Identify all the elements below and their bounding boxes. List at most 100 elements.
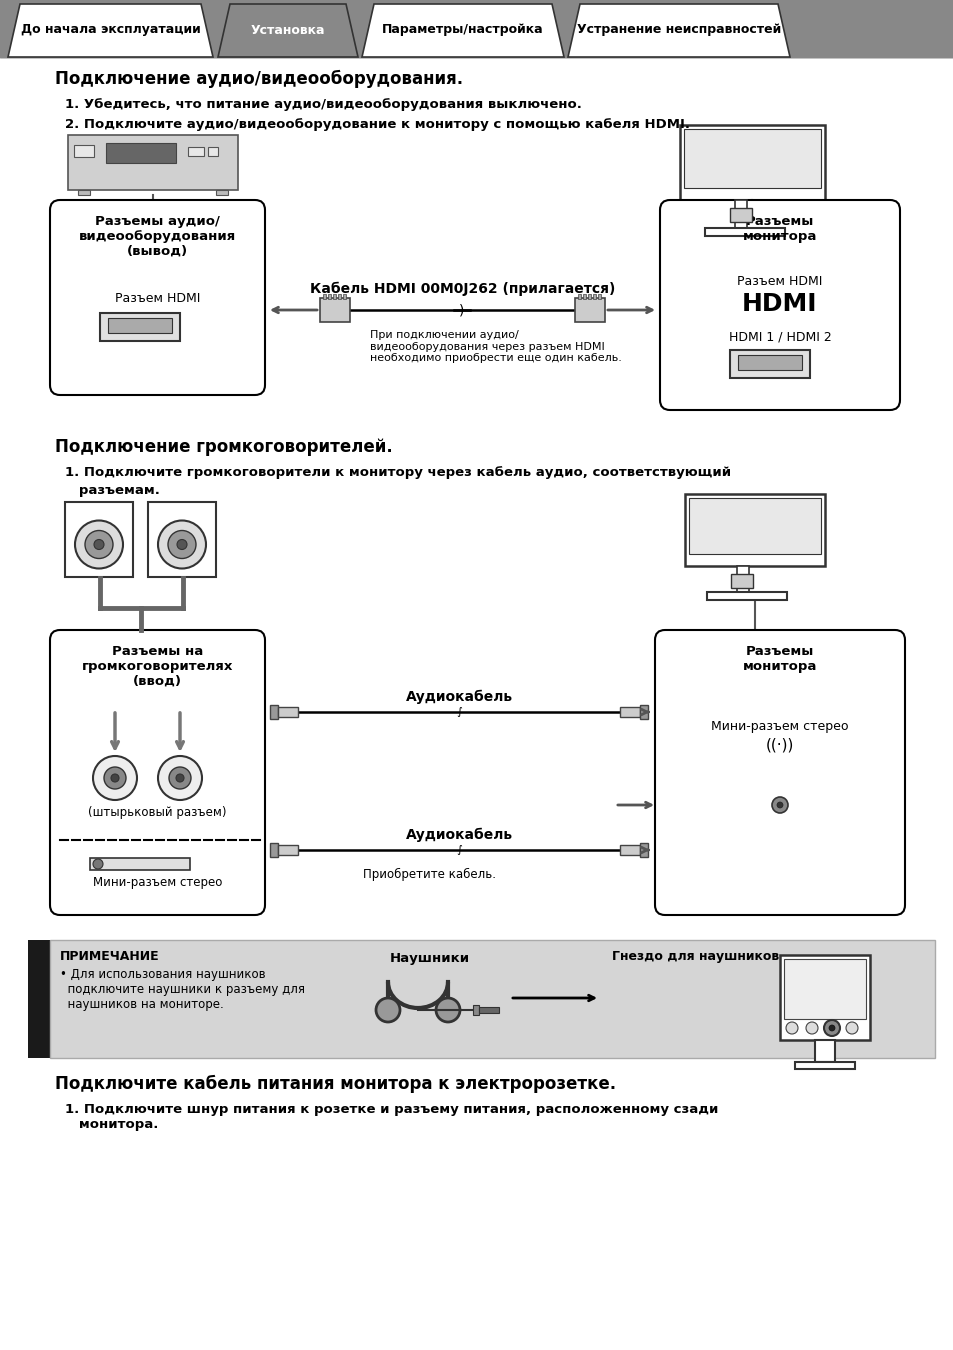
- Circle shape: [805, 1022, 817, 1034]
- Text: ): ): [458, 302, 464, 317]
- Bar: [68, 135, 237, 190]
- Bar: [337, 294, 340, 298]
- Text: Подключите кабель питания монитора к электророзетке.: Подключите кабель питания монитора к эле…: [55, 1075, 616, 1094]
- Circle shape: [85, 531, 112, 559]
- Text: ((·)): ((·)): [765, 738, 793, 753]
- Text: Разъемы
монитора: Разъемы монитора: [742, 645, 817, 674]
- Bar: [704, 228, 784, 236]
- Bar: [277, 845, 297, 855]
- Text: Кабель HDMI 00M0J262 (прилагается): Кабель HDMI 00M0J262 (прилагается): [310, 282, 615, 296]
- Bar: [319, 298, 350, 323]
- Text: Подключение громкоговорителей.: Подключение громкоговорителей.: [55, 437, 393, 456]
- Text: Параметры/настройка: Параметры/настройка: [382, 23, 543, 36]
- Circle shape: [158, 756, 202, 801]
- Circle shape: [436, 998, 459, 1022]
- Circle shape: [771, 796, 787, 813]
- Bar: [684, 494, 824, 566]
- Bar: [0, 0, 953, 58]
- Text: Аудиокабель: Аудиокабель: [406, 828, 513, 842]
- Bar: [328, 294, 331, 298]
- Bar: [729, 350, 809, 378]
- Text: ∫: ∫: [456, 707, 461, 717]
- Text: • Для использования наушников
  подключите наушники к разъему для
  наушников на: • Для использования наушников подключите…: [60, 968, 305, 1011]
- Circle shape: [104, 767, 126, 788]
- Bar: [582, 294, 585, 298]
- Circle shape: [92, 859, 103, 869]
- Bar: [729, 208, 751, 221]
- Text: При подключении аудио/
видеооборудования через разъем HDMI
необходимо приобрести: При подключении аудио/ видеооборудования…: [370, 329, 621, 363]
- Bar: [90, 859, 190, 869]
- Text: Разъем HDMI: Разъем HDMI: [737, 275, 821, 288]
- FancyBboxPatch shape: [50, 200, 265, 396]
- Circle shape: [776, 802, 782, 809]
- Bar: [619, 845, 639, 855]
- Bar: [814, 1040, 834, 1062]
- Bar: [188, 147, 204, 157]
- Bar: [783, 958, 865, 1019]
- Text: HDMI 1 / HDMI 2: HDMI 1 / HDMI 2: [728, 329, 830, 343]
- Text: Мини-разъем стерео: Мини-разъем стерео: [92, 876, 222, 890]
- Bar: [323, 294, 326, 298]
- Text: Мини-разъем стерео: Мини-разъем стерео: [711, 720, 848, 733]
- Bar: [100, 313, 180, 342]
- Bar: [794, 1062, 854, 1069]
- Text: Наушники: Наушники: [390, 952, 470, 965]
- FancyBboxPatch shape: [50, 630, 265, 915]
- Polygon shape: [218, 4, 357, 57]
- Text: Разъемы на
громкоговорителях
(ввод): Разъемы на громкоговорителях (ввод): [82, 645, 233, 688]
- Polygon shape: [361, 4, 563, 57]
- Bar: [343, 294, 346, 298]
- Polygon shape: [567, 4, 789, 57]
- Text: Установка: Установка: [251, 23, 325, 36]
- Bar: [737, 566, 748, 593]
- Bar: [679, 126, 824, 200]
- Circle shape: [92, 756, 137, 801]
- Bar: [639, 842, 647, 857]
- Circle shape: [823, 1021, 840, 1035]
- Text: 2. Подключите аудио/видеооборудование к монитору с помощью кабеля HDMI.: 2. Подключите аудио/видеооборудование к …: [65, 117, 689, 131]
- Text: Разъемы аудио/
видеооборудования
(вывод): Разъемы аудио/ видеооборудования (вывод): [79, 215, 236, 258]
- Bar: [108, 319, 172, 333]
- Bar: [734, 200, 746, 228]
- Text: 1. Подключите шнур питания к розетке и разъему питания, расположенному сзади
   : 1. Подключите шнур питания к розетке и р…: [65, 1103, 718, 1131]
- Bar: [730, 574, 752, 589]
- Bar: [270, 842, 277, 857]
- Bar: [333, 294, 335, 298]
- Text: Разъемы
монитора: Разъемы монитора: [742, 215, 817, 243]
- Circle shape: [175, 774, 184, 782]
- Text: 1. Убедитесь, что питание аудио/видеооборудования выключено.: 1. Убедитесь, что питание аудио/видеообо…: [65, 99, 581, 111]
- Text: 1. Подключите громкоговорители к монитору через кабель аудио, соответствующий: 1. Подключите громкоговорители к монитор…: [65, 466, 730, 479]
- Circle shape: [111, 774, 119, 782]
- Bar: [28, 940, 52, 1058]
- Bar: [688, 498, 821, 554]
- Text: Гнездо для наушников: Гнездо для наушников: [612, 950, 779, 963]
- Bar: [478, 1007, 498, 1012]
- Bar: [780, 954, 869, 1040]
- Bar: [575, 298, 604, 323]
- Text: ∫: ∫: [456, 845, 461, 855]
- Bar: [148, 502, 215, 576]
- Bar: [106, 143, 175, 163]
- Circle shape: [94, 540, 104, 549]
- FancyBboxPatch shape: [659, 200, 899, 410]
- Circle shape: [825, 1022, 837, 1034]
- Bar: [593, 294, 596, 298]
- Bar: [706, 593, 786, 599]
- Bar: [65, 502, 132, 576]
- Text: (штырьковый разъем): (штырьковый разъем): [89, 806, 227, 819]
- Circle shape: [828, 1025, 834, 1031]
- Bar: [587, 294, 590, 298]
- Circle shape: [375, 998, 399, 1022]
- Bar: [683, 130, 821, 188]
- Bar: [738, 355, 801, 370]
- Bar: [639, 705, 647, 720]
- Text: разъемам.: разъемам.: [65, 485, 160, 497]
- Bar: [208, 147, 218, 157]
- Circle shape: [158, 521, 206, 568]
- Circle shape: [169, 767, 191, 788]
- Bar: [598, 294, 600, 298]
- Circle shape: [168, 531, 195, 559]
- Bar: [270, 705, 277, 720]
- Text: Аудиокабель: Аудиокабель: [406, 690, 513, 705]
- Circle shape: [75, 521, 123, 568]
